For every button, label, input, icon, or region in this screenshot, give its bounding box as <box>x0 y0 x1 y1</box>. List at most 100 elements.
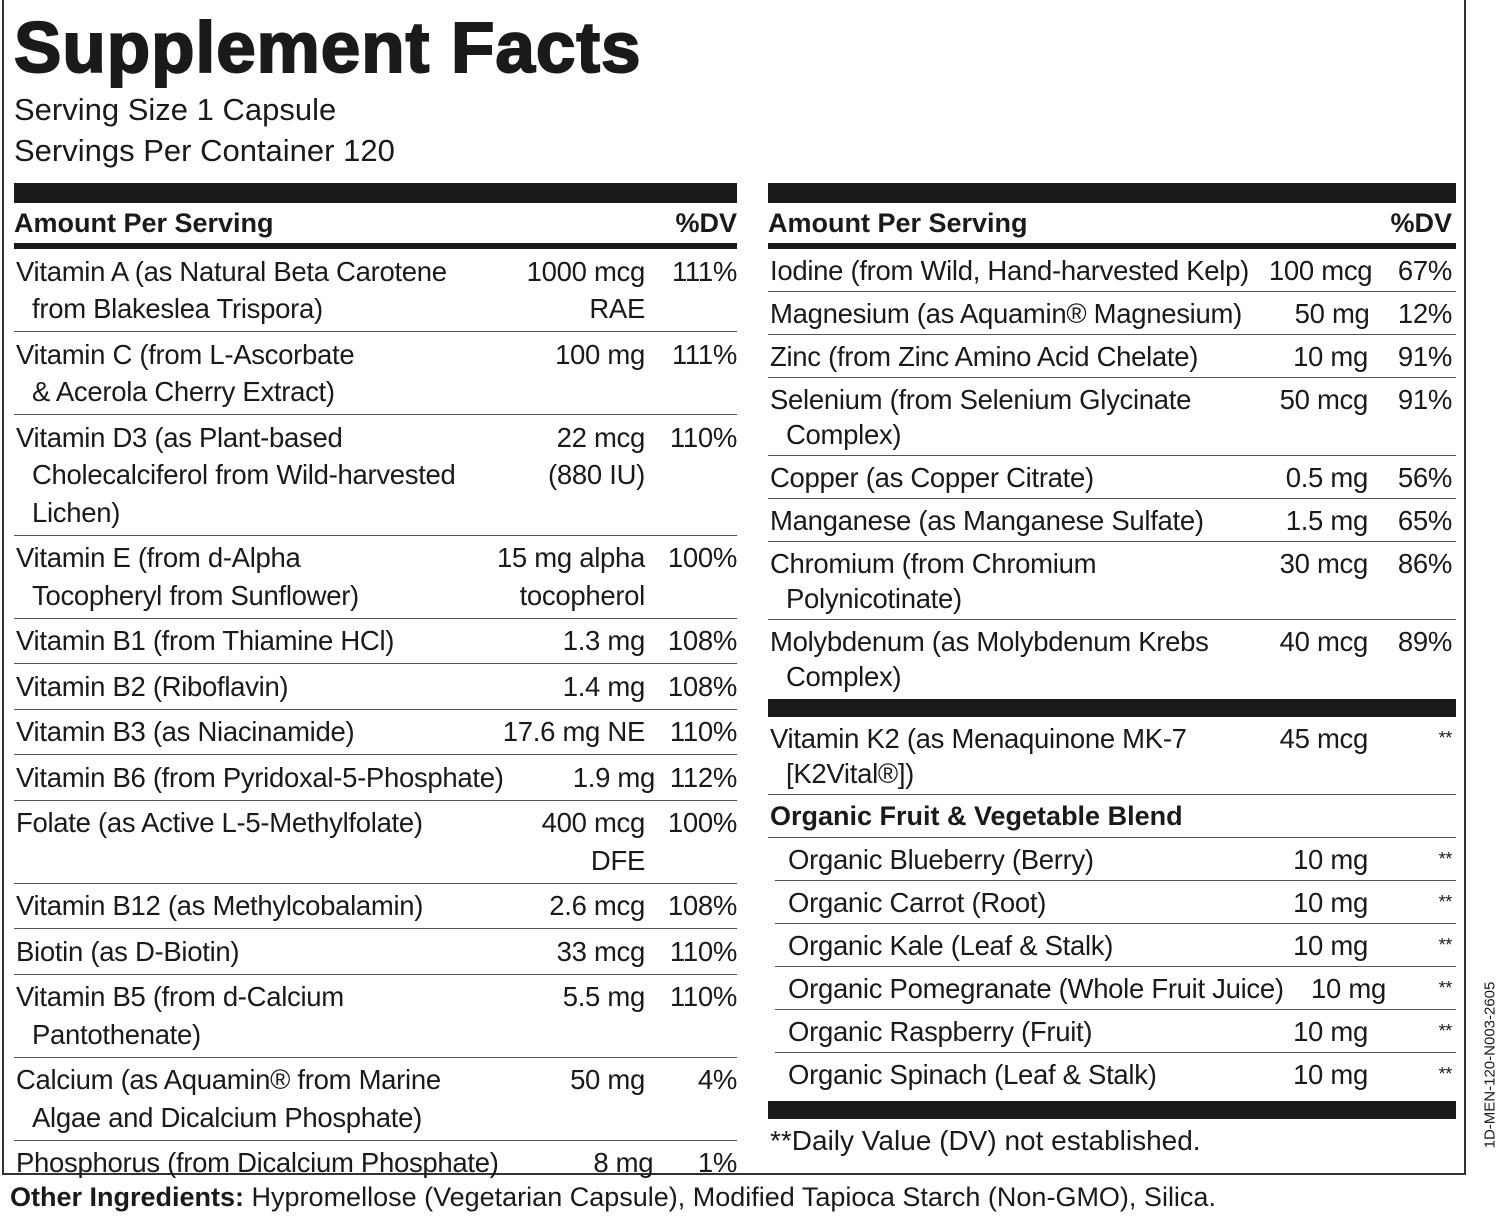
nutrient-name: Molybdenum (as Molybdenum Krebs Complex) <box>768 624 1238 694</box>
nutrient-name: Organic Blueberry (Berry) <box>775 842 1238 877</box>
daily-value: 110% <box>669 421 737 453</box>
nutrient-row: Vitamin B3 (as Niacinamide) 17.6 mg NE 110… <box>14 710 737 755</box>
amount: 40 mcg <box>1238 624 1369 694</box>
nutrient-row: Vitamin B1 (from Thiamine HCl) 1.3 mg 108% <box>14 619 737 664</box>
nutrient-name: Vitamin A (as Natural Beta Carotene from … <box>14 253 475 328</box>
name-line: Complex) <box>786 660 902 692</box>
nutrient-row: Zinc (from Zinc Amino Acid Chelate) 10 mg… <box>768 335 1456 378</box>
daily-value: ** <box>1438 848 1453 869</box>
amount: 1.3 mg <box>475 622 646 660</box>
nutrient-row: Vitamin E (from d-Alpha Tocopheryl from S… <box>14 536 737 619</box>
daily-value: 12% <box>1397 297 1452 329</box>
nutrient-row: Vitamin B5 (from d-Calcium Pantothenate) 5… <box>14 975 737 1058</box>
amount: 1.4 mg <box>475 668 646 706</box>
daily-value: 4% <box>697 1064 737 1095</box>
title: Supplement Facts <box>13 8 642 89</box>
nutrient-row: Vitamin B12 (as Methylcobalamin) 2.6 mcg 1… <box>14 884 737 929</box>
nutrient-row: Vitamin K2 (as Menaquinone MK-7 [K2Vital®… <box>768 717 1456 795</box>
amount: 8 mg <box>499 1144 653 1182</box>
amount: 10 mg <box>1238 842 1368 877</box>
nutrient-row: Organic Blueberry (Berry) 10 mg ** <box>775 838 1456 881</box>
nutrient-name: Vitamin K2 (as Menaquinone MK-7 [K2Vital®… <box>768 721 1238 791</box>
name-line: Vitamin D3 (as Plant-based <box>16 421 343 453</box>
nutrient-name: Magnesium (as Aquamin® Magnesium) <box>768 296 1242 331</box>
amount: 50 mg <box>475 1061 645 1136</box>
nutrient-row: Organic Kale (Leaf & Stalk) 10 mg ** <box>775 924 1456 967</box>
nutrient-row: Organic Carrot (Root) 10 mg ** <box>775 881 1456 924</box>
nutrient-name: Vitamin E (from d-Alpha Tocopheryl from S… <box>14 539 475 614</box>
ingredients-label: Other Ingredients: <box>10 1182 245 1212</box>
nutrient-row: Iodine (from Wild, Hand-harvested Kelp) 1… <box>768 249 1456 292</box>
amount: 5.5 mg <box>475 978 646 1053</box>
name-line: from Blakeslea Trispora) <box>32 293 323 324</box>
nutrient-row: Calcium (as Aquamin® from Marine Algae an… <box>14 1058 737 1141</box>
amount-line: 50 mg <box>1294 297 1370 329</box>
amount-line: 100 mg <box>555 338 645 370</box>
name-line: Manganese (as Manganese Sulfate) <box>770 504 1204 536</box>
name-line: Polynicotinate) <box>786 582 962 614</box>
name-line: Tocopheryl from Sunflower) <box>32 579 359 611</box>
dv-header: %DV <box>1390 208 1452 238</box>
daily-value: 111% <box>671 338 737 370</box>
right-panel: Amount Per Serving %DV Iodine (from Wild… <box>768 183 1456 1163</box>
thick-rule <box>768 243 1456 249</box>
thick-bar <box>768 183 1456 203</box>
amount: 1.9 mg <box>504 759 656 797</box>
amount: 1.5 mg <box>1238 503 1369 538</box>
daily-value: 108% <box>667 890 737 921</box>
name-line: Vitamin A (as Natural Beta Carotene <box>16 255 447 287</box>
daily-value: ** <box>1438 727 1453 748</box>
amount: 10 mg <box>1238 1014 1368 1049</box>
left-panel: Amount Per Serving %DV Vitamin A (as Nat… <box>14 183 737 1185</box>
name-line: Pantothenate) <box>32 1018 201 1050</box>
name-line: [K2Vital®]) <box>786 757 915 789</box>
name-line: Folate (as Active L-5-Methylfolate) <box>16 807 423 838</box>
daily-value: 67% <box>1397 254 1452 286</box>
other-ingredients: Other Ingredients: Hypromellose (Vegetar… <box>10 1182 1216 1213</box>
servings-per-container: Servings Per Container 120 <box>14 133 395 168</box>
nutrient-row: Vitamin C (from L-Ascorbate & Acerola Che… <box>14 332 737 415</box>
amount-line: 1.4 mg <box>562 670 646 702</box>
name-line: Zinc (from Zinc Amino Acid Chelate) <box>770 340 1199 372</box>
amount-line: 10 mg <box>1293 886 1368 918</box>
nutrient-row: Chromium (from Chromium Polynicotinate) 30… <box>768 542 1456 620</box>
daily-value: 100% <box>667 542 737 573</box>
name-line: Chromium (from Chromium <box>770 547 1097 579</box>
name-line: Algae and Dicalcium Phosphate) <box>32 1101 422 1133</box>
name-line: Phosphorus (from Dicalcium Phosphate) <box>16 1147 499 1178</box>
daily-value: 112% <box>669 761 737 793</box>
amount-line: 15 mg alpha <box>496 542 645 573</box>
daily-value: ** <box>1438 934 1453 955</box>
name-line: Vitamin B2 (Riboflavin) <box>16 670 289 702</box>
blend-title: Organic Fruit & Vegetable Blend <box>768 795 1456 838</box>
nutrient-row: Copper (as Copper Citrate) 0.5 mg 56% <box>768 456 1456 499</box>
amount-line: 22 mcg <box>556 421 646 453</box>
amount-line: 1.5 mg <box>1285 504 1369 536</box>
name-line: Vitamin B5 (from d-Calcium <box>16 981 344 1012</box>
daily-value: ** <box>1438 891 1453 912</box>
daily-value: 86% <box>1397 547 1452 579</box>
amount-line: 30 mcg <box>1279 547 1369 579</box>
nutrient-name: Vitamin C (from L-Ascorbate & Acerola Che… <box>14 336 475 411</box>
amount: 10 mg <box>1238 928 1368 963</box>
footnote: **Daily Value (DV) not established. <box>770 1125 1201 1156</box>
amount: 10 mg <box>1238 885 1368 920</box>
amount-line: 1.3 mg <box>562 625 646 656</box>
name-line: Vitamin B1 (from Thiamine HCl) <box>16 625 395 656</box>
amount-line: 10 mg <box>1311 972 1386 1004</box>
name-line: Magnesium (as Aquamin® Magnesium) <box>770 297 1242 329</box>
label-border <box>2 0 1466 1175</box>
daily-value: 91% <box>1397 340 1452 372</box>
nutrient-name: Vitamin B12 (as Methylcobalamin) <box>14 887 475 925</box>
nutrient-name: Organic Pomegranate (Whole Fruit Juice) <box>775 971 1284 1006</box>
amount-line: 5.5 mg <box>562 981 646 1012</box>
name-line: Lichen) <box>32 496 121 528</box>
daily-value: 110% <box>669 935 737 967</box>
nutrient-name: Phosphorus (from Dicalcium Phosphate) <box>14 1144 499 1182</box>
nutrient-row: Organic Pomegranate (Whole Fruit Juice) 1… <box>775 967 1456 1010</box>
thick-bar <box>14 183 737 203</box>
nutrient-row: Folate (as Active L-5-Methylfolate) 400 m… <box>14 801 737 884</box>
name-line: Vitamin B3 (as Niacinamide) <box>16 716 355 747</box>
amount-header: Amount Per Serving <box>768 208 1028 238</box>
daily-value: ** <box>1438 1020 1453 1041</box>
